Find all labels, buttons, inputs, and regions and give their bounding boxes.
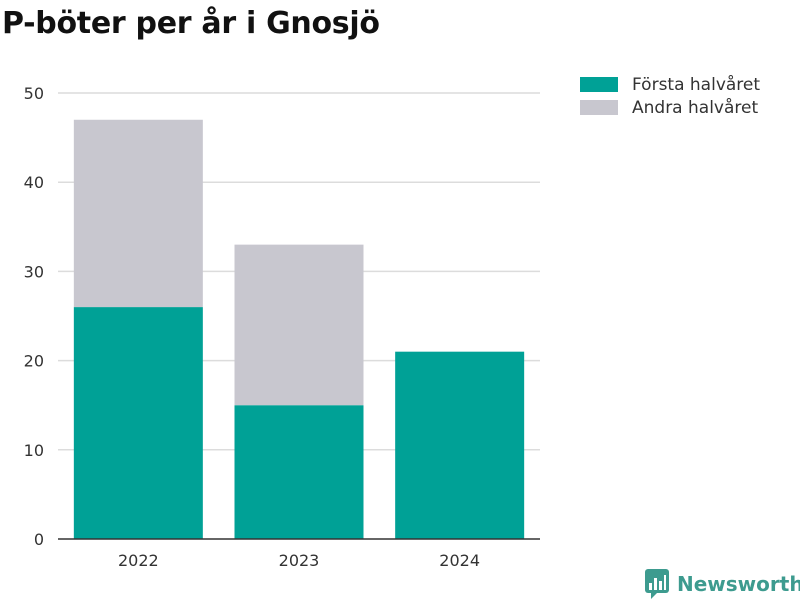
legend-swatch-first-half bbox=[580, 77, 618, 92]
y-tick-label-50: 50 bbox=[24, 84, 44, 103]
bar-2022-series-1 bbox=[73, 119, 203, 308]
x-tick-label-2024: 2024 bbox=[439, 551, 480, 570]
legend-item-second-half[interactable]: Andra halvåret bbox=[580, 96, 760, 119]
legend-label-first-half: Första halvåret bbox=[632, 74, 761, 95]
chart-title: P-böter per år i Gnosjö bbox=[2, 6, 380, 41]
x-tick-label-2022: 2022 bbox=[118, 551, 159, 570]
y-tick-label-10: 10 bbox=[24, 441, 44, 460]
brand-name: Newsworthy bbox=[677, 572, 800, 596]
legend-item-first-half[interactable]: Första halvåret bbox=[580, 73, 760, 96]
x-tick-label-2023: 2023 bbox=[279, 551, 320, 570]
y-tick-label-0: 0 bbox=[34, 530, 44, 549]
bar-2024-series-0 bbox=[395, 351, 525, 539]
newsworthy-brand: Newsworthy bbox=[645, 569, 800, 599]
bar-2023-series-0 bbox=[234, 405, 364, 539]
bar-2023-series-1 bbox=[234, 244, 364, 406]
chart-legend: Första halvåret Andra halvåret bbox=[580, 73, 760, 119]
y-tick-label-30: 30 bbox=[24, 262, 44, 281]
y-tick-label-20: 20 bbox=[24, 352, 44, 371]
legend-label-second-half: Andra halvåret bbox=[632, 97, 759, 118]
newsworthy-logo-icon bbox=[645, 569, 669, 599]
legend-swatch-second-half bbox=[580, 100, 618, 115]
bar-2022-series-0 bbox=[73, 307, 203, 539]
y-tick-label-40: 40 bbox=[24, 173, 44, 192]
